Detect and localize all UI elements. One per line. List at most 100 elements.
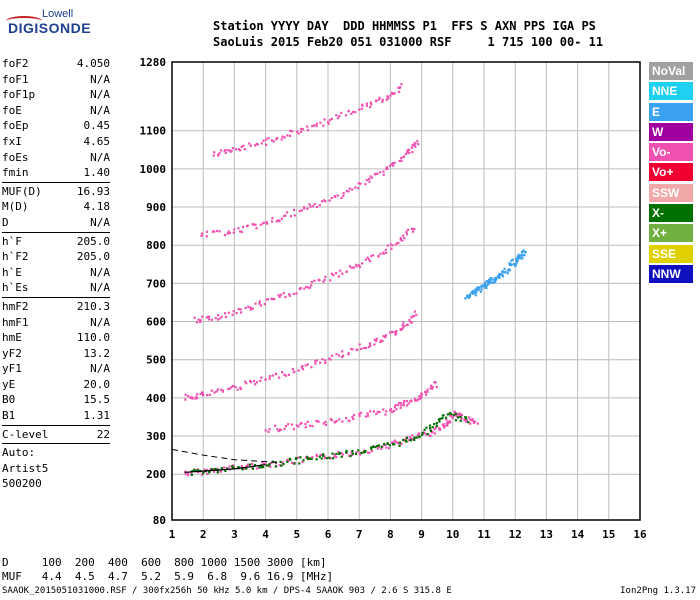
trace-point bbox=[504, 271, 507, 274]
param-key: h`Es bbox=[2, 281, 29, 295]
trace-point bbox=[364, 258, 367, 261]
trace-point bbox=[483, 281, 487, 284]
trace-point bbox=[386, 442, 389, 445]
software-version: Ion2Png 1.3.17 bbox=[620, 586, 696, 596]
trace-point bbox=[315, 454, 318, 458]
trace-point bbox=[254, 144, 257, 147]
trace-point bbox=[345, 270, 348, 273]
muf-frequency-row: MUF 4.4 4.5 4.7 5.2 5.9 6.8 9.6 16.9 [MH… bbox=[2, 570, 334, 583]
trace-point bbox=[421, 431, 424, 434]
param-value: 210.3 bbox=[76, 299, 110, 313]
param-row: M(D) 4.18 bbox=[2, 199, 110, 215]
trace-point bbox=[492, 281, 495, 284]
trace-point bbox=[522, 254, 525, 257]
legend-item: NNE bbox=[649, 82, 693, 101]
trace-point bbox=[357, 264, 361, 267]
trace-point bbox=[227, 387, 230, 391]
trace-point bbox=[277, 294, 280, 297]
trace-point bbox=[369, 101, 372, 104]
trace-point bbox=[254, 383, 257, 386]
trace-point bbox=[516, 258, 519, 261]
trace-point bbox=[320, 200, 324, 203]
trace-point bbox=[249, 308, 252, 311]
trace-point bbox=[292, 428, 296, 431]
y-tick-label: 600 bbox=[146, 316, 166, 329]
trace-point bbox=[370, 254, 373, 258]
panel-separator bbox=[2, 181, 110, 183]
trace-point bbox=[260, 466, 263, 469]
trace-point bbox=[475, 291, 478, 294]
trace-point bbox=[207, 318, 211, 321]
trace-point bbox=[224, 312, 227, 315]
trace-point bbox=[207, 315, 210, 318]
trace-point bbox=[258, 300, 262, 303]
trace-point bbox=[451, 415, 454, 418]
trace-point bbox=[301, 128, 304, 131]
trace-point bbox=[480, 284, 483, 287]
logo-line2: DIGISONDE bbox=[8, 20, 92, 36]
trace-point bbox=[400, 404, 403, 407]
trace-point bbox=[464, 417, 468, 420]
trace-point bbox=[258, 466, 261, 469]
trace-point bbox=[237, 148, 240, 151]
trace-point bbox=[508, 268, 511, 271]
trace-point bbox=[402, 401, 405, 404]
trace-point bbox=[199, 319, 202, 322]
trace-point bbox=[304, 364, 307, 367]
trace-point bbox=[212, 468, 215, 471]
trace-point bbox=[322, 454, 325, 457]
trace-point bbox=[279, 460, 282, 463]
param-key: yE bbox=[2, 377, 16, 391]
station-header: Station YYYY DAY DDD HHMMSS P1 FFS S AXN… bbox=[213, 18, 603, 50]
trace-point bbox=[264, 378, 267, 381]
trace-point bbox=[357, 449, 360, 452]
trace-point bbox=[401, 324, 404, 327]
trace-point bbox=[381, 339, 384, 343]
trace-point bbox=[508, 262, 511, 265]
trace-point bbox=[476, 286, 479, 289]
trace-point bbox=[449, 412, 452, 416]
trace-point bbox=[364, 183, 367, 186]
trace-point bbox=[314, 359, 317, 363]
trace-point bbox=[186, 474, 190, 477]
trace-point bbox=[239, 386, 242, 389]
trace-point bbox=[348, 419, 351, 422]
trace-point bbox=[408, 319, 411, 322]
lowell-digisonde-logo: Lowell DIGISONDE bbox=[4, 6, 114, 40]
trace-point bbox=[401, 239, 404, 242]
trace-point bbox=[218, 152, 221, 155]
trace-point bbox=[454, 419, 458, 422]
trace-point bbox=[391, 92, 394, 96]
trace-point bbox=[358, 412, 361, 415]
trace-point bbox=[395, 440, 398, 444]
trace-point bbox=[438, 420, 441, 423]
x-tick-label: 11 bbox=[477, 528, 491, 541]
trace-point bbox=[260, 376, 263, 379]
trace-point bbox=[318, 204, 321, 207]
trace-point bbox=[334, 271, 338, 275]
trace-point bbox=[261, 461, 264, 464]
trace-point bbox=[386, 96, 389, 99]
trace-point bbox=[184, 398, 187, 401]
trace-point bbox=[468, 294, 471, 297]
trace-point bbox=[407, 402, 410, 405]
trace-point bbox=[290, 423, 294, 426]
trace-point bbox=[375, 339, 378, 343]
trace-point bbox=[216, 318, 220, 321]
trace-point bbox=[270, 220, 274, 223]
trace-point bbox=[239, 230, 242, 233]
trace-point bbox=[354, 186, 357, 189]
trace-point bbox=[352, 266, 356, 269]
trace-point bbox=[486, 279, 489, 283]
trace-point bbox=[380, 447, 383, 451]
param-value: 0.45 bbox=[83, 119, 111, 133]
param-value: N/A bbox=[90, 265, 110, 279]
trace-point bbox=[210, 468, 213, 471]
trace-point bbox=[418, 435, 421, 438]
trace-point bbox=[405, 233, 408, 236]
autoscaling-info: Auto: bbox=[2, 446, 36, 460]
trace-point bbox=[442, 423, 445, 426]
trace-point bbox=[350, 453, 354, 457]
param-row: MUF(D) 16.93 bbox=[2, 184, 110, 200]
trace-point bbox=[217, 313, 220, 317]
